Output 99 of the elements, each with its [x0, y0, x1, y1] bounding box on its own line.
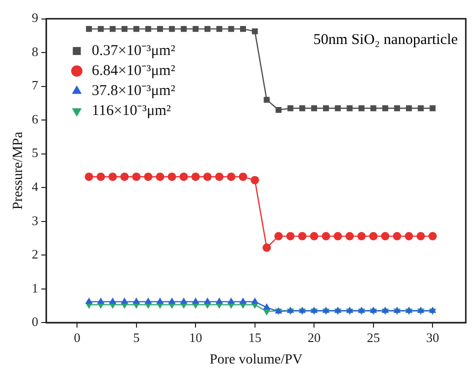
- point: [370, 105, 376, 112]
- point: [192, 297, 200, 304]
- point: [262, 243, 271, 252]
- point: [168, 172, 176, 181]
- y-tick-label: 5: [32, 145, 38, 160]
- point: [203, 172, 212, 181]
- point: [252, 28, 258, 34]
- point: [96, 172, 106, 181]
- point: [392, 232, 402, 240]
- point: [228, 297, 235, 304]
- legend-label: 37.8×10⁻³μm²: [92, 82, 176, 99]
- point: [192, 26, 199, 32]
- point: [311, 105, 318, 112]
- point: [263, 303, 270, 310]
- point: [145, 26, 152, 32]
- point: [430, 105, 436, 112]
- x-tick-label: 25: [366, 330, 380, 345]
- point: [216, 297, 223, 304]
- point: [216, 26, 222, 32]
- x-tick-label: 20: [308, 330, 321, 345]
- point: [84, 172, 94, 181]
- point: [276, 106, 282, 113]
- point: [226, 172, 236, 181]
- y-tick-label: 4: [32, 179, 39, 194]
- point: [215, 172, 224, 181]
- point: [239, 297, 247, 304]
- y-axis-title: Pressure/MPa: [11, 131, 26, 210]
- point: [86, 26, 92, 32]
- point: [358, 105, 364, 112]
- point: [322, 105, 329, 112]
- point: [180, 297, 188, 304]
- point: [406, 105, 412, 112]
- x-tick-label: 30: [426, 330, 440, 345]
- point: [345, 232, 354, 240]
- point: [274, 232, 283, 240]
- point: [157, 26, 164, 32]
- point: [120, 172, 129, 181]
- point: [133, 26, 140, 32]
- point: [251, 297, 259, 304]
- legend-label: 0.37×10⁻³μm²: [92, 42, 176, 59]
- point: [334, 105, 341, 112]
- point: [404, 232, 414, 240]
- point: [263, 309, 270, 316]
- point: [204, 297, 212, 304]
- annotation: 50nm SiO₂ nanoparticle: [313, 32, 458, 48]
- point: [144, 172, 152, 181]
- point: [240, 26, 246, 32]
- point: [298, 232, 306, 240]
- y-tick-label: 9: [32, 10, 38, 26]
- point: [286, 232, 295, 240]
- point: [144, 297, 152, 304]
- point: [204, 26, 210, 32]
- y-tick-label: 7: [32, 78, 39, 93]
- point: [382, 105, 388, 112]
- point: [238, 172, 248, 181]
- point: [287, 105, 294, 112]
- point: [108, 172, 117, 181]
- point: [180, 172, 188, 181]
- legend-label: 6.84×10⁻³μm²: [92, 62, 176, 79]
- point: [109, 297, 116, 304]
- x-tick-label: 15: [248, 330, 262, 345]
- point: [156, 297, 164, 304]
- y-tick-label: 0: [32, 314, 38, 330]
- x-tick-label: 10: [189, 330, 202, 345]
- y-tick-label: 8: [32, 44, 38, 59]
- point: [120, 297, 128, 304]
- y-tick-label: 3: [32, 212, 38, 228]
- point: [381, 232, 390, 240]
- point: [98, 26, 104, 32]
- point: [310, 232, 318, 240]
- point: [132, 297, 140, 304]
- point: [180, 26, 187, 32]
- point: [369, 232, 378, 240]
- point: [156, 172, 164, 181]
- point: [85, 297, 93, 304]
- point: [110, 26, 116, 32]
- point: [322, 232, 330, 240]
- point: [428, 232, 437, 240]
- point: [132, 172, 141, 181]
- point: [264, 96, 270, 103]
- x-tick-label: 5: [133, 330, 140, 345]
- y-tick-label: 2: [32, 246, 38, 262]
- point: [97, 297, 104, 304]
- point: [228, 26, 234, 32]
- point: [346, 105, 353, 112]
- point: [191, 172, 200, 181]
- y-tick-label: 6: [32, 111, 39, 126]
- x-axis-title: Pore volume/PV: [210, 352, 303, 368]
- point: [416, 232, 425, 240]
- point: [168, 297, 176, 304]
- x-tick-label: 0: [74, 330, 80, 345]
- point: [250, 176, 260, 184]
- legend-label: 116×10⁻³μm²: [92, 102, 172, 119]
- point: [168, 26, 175, 32]
- point: [122, 26, 128, 32]
- y-tick-label: 1: [32, 280, 38, 296]
- point: [334, 232, 342, 240]
- point: [394, 105, 400, 112]
- point: [357, 232, 366, 240]
